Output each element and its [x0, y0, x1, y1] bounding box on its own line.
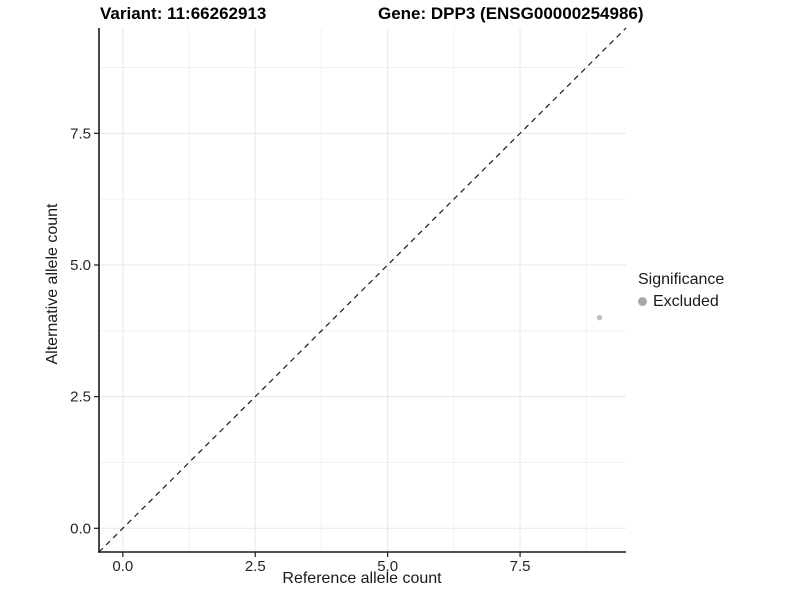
x-tick-label: 0.0 — [112, 558, 133, 575]
x-tick-label: 2.5 — [245, 558, 266, 575]
legend-item-label: Excluded — [653, 293, 719, 310]
y-tick-label: 0.0 — [70, 520, 91, 537]
y-tick-label: 7.5 — [70, 125, 91, 142]
x-axis-label: Reference allele count — [282, 570, 442, 587]
plot-title-variant: Variant: 11:66262913 — [100, 4, 267, 23]
legend-title: Significance — [638, 271, 725, 288]
identity-line — [98, 27, 627, 553]
data-point — [596, 314, 603, 321]
legend-point-icon — [638, 297, 647, 306]
y-tick-label: 2.5 — [70, 389, 91, 406]
legend-item-excluded: Excluded — [638, 292, 724, 311]
y-tick-label: 5.0 — [70, 257, 91, 274]
legend: Significance Excluded — [638, 270, 724, 311]
x-tick-label: 5.0 — [377, 558, 398, 575]
plot-title-gene: Gene: DPP3 (ENSG00000254986) — [378, 4, 644, 23]
x-tick-label: 7.5 — [510, 558, 531, 575]
